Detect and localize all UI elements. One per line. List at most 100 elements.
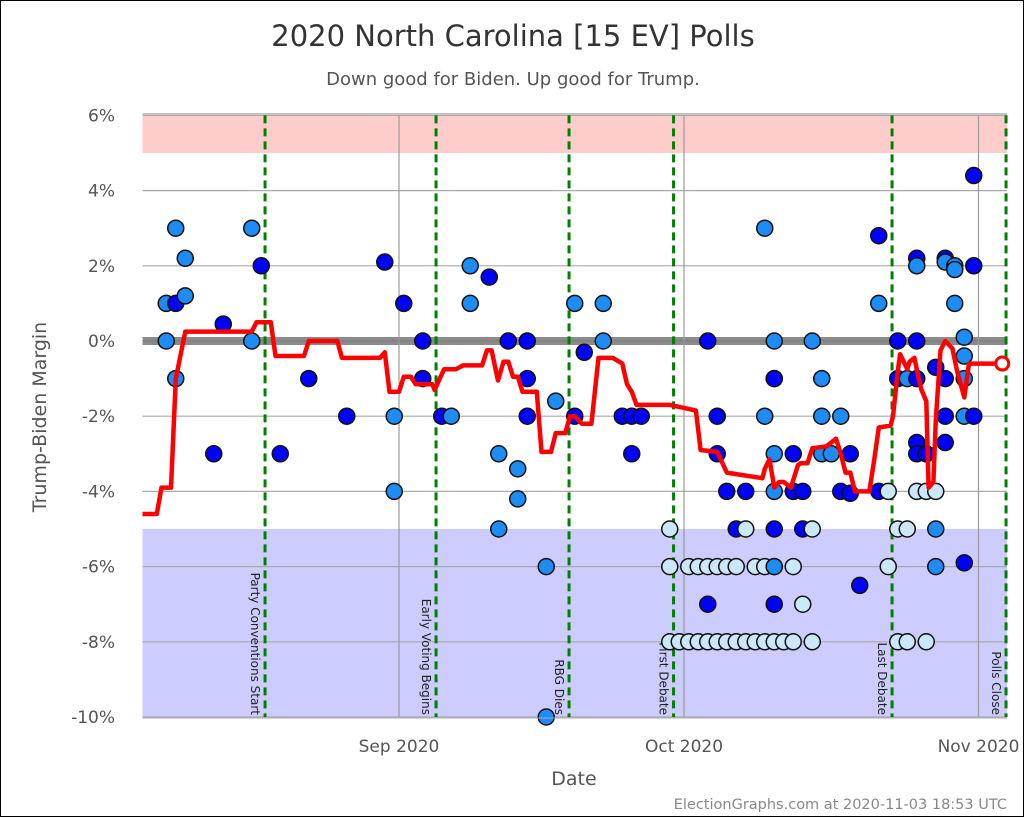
poll-point <box>414 332 432 350</box>
poll-point <box>946 260 964 279</box>
trump-band <box>142 115 1007 153</box>
trend-endpoint <box>994 355 1011 372</box>
event-label: Last Debate <box>875 643 889 716</box>
poll-point <box>442 407 460 425</box>
event-label: Early Voting Begins <box>419 599 433 715</box>
poll-point <box>870 294 888 313</box>
biden-band <box>142 529 1007 717</box>
poll-point <box>461 257 479 275</box>
poll-point <box>841 445 859 463</box>
poll-point <box>461 294 479 313</box>
poll-point <box>756 407 774 425</box>
poll-point <box>632 407 650 425</box>
poll-point <box>879 482 897 501</box>
event-label: First Debate <box>657 642 671 715</box>
poll-point <box>708 407 726 425</box>
y-tick-label: 0% <box>88 332 115 352</box>
poll-point <box>167 219 185 237</box>
x-axis-title: Date <box>551 768 596 790</box>
chart-title: 2020 North Carolina [15 EV] Polls <box>271 19 754 53</box>
poll-point <box>765 595 783 613</box>
poll-point <box>756 219 774 237</box>
poll-point <box>965 166 983 185</box>
poll-point <box>765 332 783 350</box>
poll-point <box>898 520 916 538</box>
poll-point <box>927 520 945 538</box>
poll-point <box>955 328 973 346</box>
poll-point <box>661 520 679 538</box>
poll-point <box>784 633 802 651</box>
poll-point <box>936 433 954 452</box>
poll-point <box>699 595 717 613</box>
x-tick-label: Oct 2020 <box>645 737 723 757</box>
poll-point <box>784 445 802 463</box>
trend-line <box>142 319 1003 517</box>
poll-point <box>699 332 717 350</box>
y-tick-label: 6% <box>88 106 115 126</box>
event-label: RBG Dies <box>552 659 566 715</box>
poll-point <box>518 407 536 425</box>
poll-point <box>765 557 783 576</box>
poll-point <box>499 332 517 350</box>
footer-credit: ElectionGraphs.com at 2020-11-03 18:53 U… <box>674 797 1007 813</box>
poll-point <box>300 369 318 388</box>
poll-point <box>566 294 584 313</box>
chart-subtitle: Down good for Biden. Up good for Trump. <box>326 69 700 90</box>
poll-point <box>205 445 223 463</box>
poll-point <box>965 257 983 275</box>
poll-point <box>813 369 831 388</box>
poll-point <box>927 557 945 576</box>
poll-point <box>718 482 736 501</box>
y-tick-label: 2% <box>88 257 115 277</box>
poll-point <box>480 268 498 286</box>
y-tick-label: -10% <box>71 708 115 728</box>
poll-point <box>537 708 555 726</box>
poll-point <box>946 294 964 313</box>
poll-point <box>955 554 973 572</box>
poll-point <box>803 332 821 350</box>
poll-point <box>594 294 612 313</box>
poll-point <box>927 482 945 501</box>
poll-point <box>575 343 593 362</box>
poll-point <box>509 490 527 508</box>
poll-point <box>385 407 403 425</box>
poll-point <box>832 407 850 425</box>
poll-point <box>870 226 888 245</box>
poll-point <box>395 294 413 313</box>
event-label: Polls Close <box>989 651 1003 715</box>
poll-point <box>908 332 926 350</box>
poll-point <box>547 392 565 410</box>
poll-point <box>518 332 536 350</box>
poll-point <box>851 576 869 595</box>
event-label: Party Conventions Start <box>248 573 262 716</box>
poll-point <box>509 460 527 478</box>
poll-point <box>252 257 270 275</box>
poll-point <box>537 557 555 576</box>
poll-point <box>490 445 508 463</box>
poll-point <box>376 253 394 271</box>
poll-point <box>727 557 745 576</box>
poll-point <box>765 520 783 538</box>
x-tick-label: Nov 2020 <box>938 737 1020 757</box>
poll-point <box>385 482 403 501</box>
poll-point <box>794 482 812 501</box>
poll-point <box>157 332 175 350</box>
y-tick-label: -2% <box>82 407 115 427</box>
poll-point <box>889 332 907 350</box>
poll-point <box>338 407 356 425</box>
poll-point <box>936 407 954 425</box>
poll-point <box>917 633 935 651</box>
poll-point <box>271 445 289 463</box>
x-tick-label: Sep 2020 <box>359 737 440 757</box>
poll-point <box>765 369 783 388</box>
poll-point <box>794 595 812 613</box>
poll-point <box>965 407 983 425</box>
poll-point <box>898 633 916 651</box>
poll-point <box>243 219 261 237</box>
y-tick-label: -4% <box>82 482 115 502</box>
y-tick-label: -6% <box>82 558 115 578</box>
poll-point <box>803 520 821 538</box>
y-axis-title: Trump-Biden Margin <box>29 322 51 513</box>
